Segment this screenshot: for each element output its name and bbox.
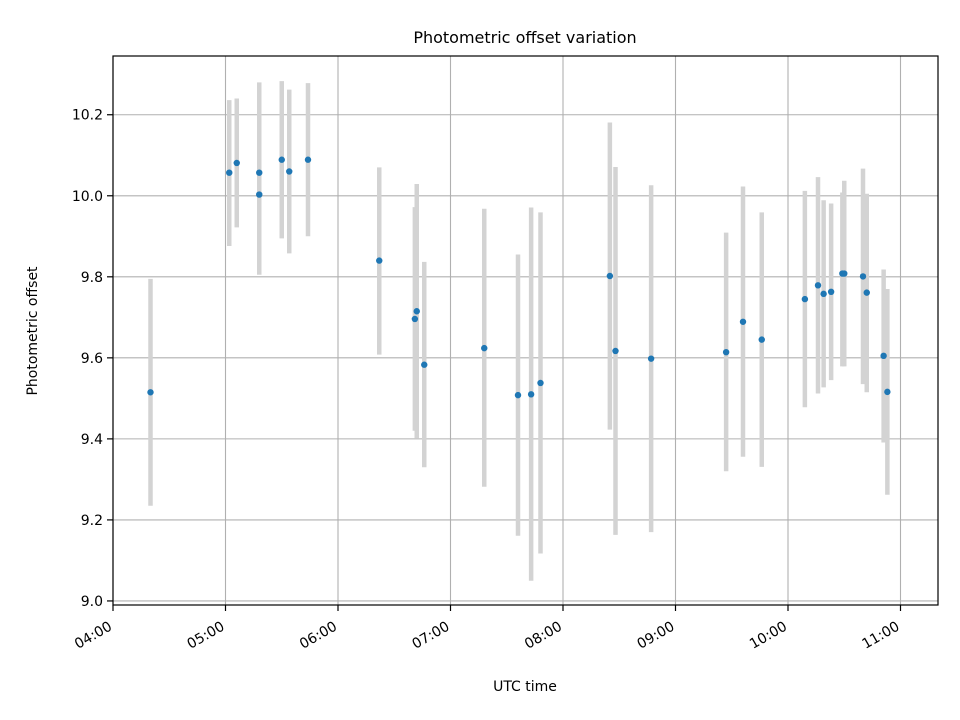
x-axis-label: UTC time xyxy=(493,679,557,695)
data-point xyxy=(226,169,233,176)
x-tick-label: 08:00 xyxy=(522,619,565,653)
data-point xyxy=(256,191,263,198)
data-point xyxy=(514,391,522,399)
data-point xyxy=(606,272,614,280)
y-tick-label: 9.4 xyxy=(81,432,103,448)
y-axis-ticks: 9.0 9.2 9.4 9.6 9.8 10.0 10.2 xyxy=(72,108,113,610)
data-point xyxy=(863,289,870,296)
y-tick-label: 9.0 xyxy=(81,594,103,610)
data-point xyxy=(722,348,730,356)
data-point xyxy=(233,159,240,167)
data-point xyxy=(286,168,293,175)
data-point xyxy=(880,352,887,360)
y-tick-label: 10.0 xyxy=(72,189,103,205)
chart-title: Photometric offset variation xyxy=(413,28,636,47)
data-point xyxy=(481,344,488,352)
grid-lines xyxy=(112,56,938,605)
x-tick-label: 04:00 xyxy=(72,619,115,653)
x-axis-ticks: 04:00 05:00 06:00 07:00 08:00 09:00 10:00 11:00 xyxy=(72,605,903,653)
data-point xyxy=(820,290,827,298)
data-point xyxy=(859,273,867,280)
plot-area-background xyxy=(113,56,938,605)
x-tick-label: 05:00 xyxy=(185,619,228,653)
y-axis-label: Photometric offset xyxy=(25,266,41,396)
data-point xyxy=(884,388,891,396)
data-point xyxy=(413,308,420,315)
data-point xyxy=(612,347,619,355)
data-point xyxy=(814,282,822,289)
x-tick-label: 09:00 xyxy=(635,619,678,653)
y-tick-label: 9.2 xyxy=(81,513,103,529)
data-point xyxy=(304,156,312,163)
data-point xyxy=(376,257,383,264)
data-point xyxy=(841,270,848,277)
data-point xyxy=(256,169,263,176)
y-tick-label: 9.8 xyxy=(81,270,103,286)
data-point xyxy=(739,318,747,325)
y-tick-label: 9.6 xyxy=(81,351,103,367)
x-tick-label: 11:00 xyxy=(860,619,903,653)
data-point xyxy=(278,156,285,163)
data-point xyxy=(527,391,535,398)
data-point xyxy=(411,315,419,323)
data-point xyxy=(421,361,428,368)
data-point xyxy=(647,355,655,362)
x-tick-label: 10:00 xyxy=(747,619,790,653)
data-point xyxy=(758,336,765,343)
data-point xyxy=(147,389,154,396)
data-points xyxy=(147,156,891,399)
x-tick-label: 07:00 xyxy=(410,619,453,653)
x-tick-label: 06:00 xyxy=(297,619,340,653)
data-point xyxy=(827,288,835,296)
data-point xyxy=(537,379,544,387)
plot-frame xyxy=(112,55,939,606)
y-tick-label: 10.2 xyxy=(72,108,103,124)
data-point xyxy=(801,295,809,303)
